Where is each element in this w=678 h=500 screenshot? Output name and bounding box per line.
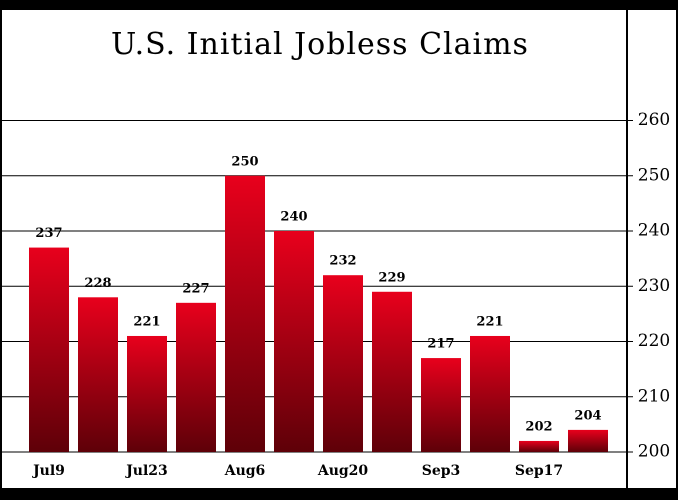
y-tick-label: 260 [638, 110, 670, 130]
bar [274, 231, 314, 452]
value-label: 240 [280, 210, 307, 225]
bar [421, 358, 461, 452]
frame-left [0, 0, 2, 500]
frame-bottom [0, 488, 678, 500]
bar [127, 335, 167, 452]
y-tick-label: 200 [638, 442, 670, 462]
bar [176, 302, 216, 452]
value-label: 232 [329, 254, 356, 269]
y-tick-label: 230 [638, 276, 670, 296]
y-tick-label: 220 [638, 331, 670, 351]
bar [78, 297, 118, 452]
x-tick-label: Jul9 [31, 463, 65, 479]
bar [323, 275, 363, 452]
value-label: 227 [182, 281, 209, 296]
value-label: 228 [84, 276, 111, 291]
frame-top [0, 0, 678, 10]
y-tick-label: 240 [638, 221, 670, 241]
bar [225, 175, 265, 452]
x-tick-label: Sep3 [422, 463, 461, 479]
bar [519, 440, 559, 452]
value-label: 221 [133, 314, 160, 329]
plot: 200 210 220 230 240 250 260 237 Jul9 228 221 Jul23 2… [0, 110, 670, 479]
value-label: 237 [35, 226, 62, 241]
value-label: 229 [378, 270, 405, 285]
chart-title: U.S. Initial Jobless Claims [111, 27, 529, 62]
bar [29, 247, 69, 452]
x-tick-label: Aug20 [317, 463, 369, 479]
x-tick-label: Aug6 [224, 463, 266, 479]
bar [372, 291, 412, 452]
frame-right [676, 0, 678, 500]
x-tick-label: Jul23 [124, 463, 168, 479]
value-label: 250 [231, 154, 258, 169]
bar [568, 429, 608, 452]
value-label: 204 [574, 408, 601, 423]
y-tick-label: 250 [638, 165, 670, 185]
bar [470, 335, 510, 452]
value-label: 221 [476, 314, 503, 329]
value-label: 217 [427, 337, 454, 352]
value-label: 202 [525, 419, 552, 434]
y-tick-label: 210 [638, 386, 670, 406]
x-tick-label: Sep17 [515, 463, 563, 479]
